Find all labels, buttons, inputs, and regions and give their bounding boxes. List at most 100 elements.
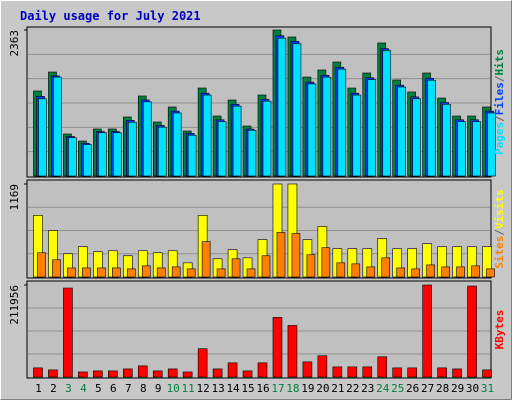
chart-title: Daily usage for July 2021: [20, 9, 201, 23]
bar: [442, 104, 451, 177]
x-tick-label: 28: [436, 382, 449, 395]
bar: [156, 267, 166, 278]
x-tick-label: 18: [286, 382, 299, 395]
x-tick-label: 26: [406, 382, 419, 395]
y-tick-label: 1169: [8, 184, 21, 211]
bar: [472, 121, 481, 177]
bar: [482, 369, 492, 378]
panel: [26, 280, 492, 379]
bar: [302, 361, 313, 378]
bar: [37, 252, 46, 278]
bar: [98, 132, 107, 177]
bar: [467, 285, 477, 378]
bar: [33, 367, 43, 378]
bar: [456, 266, 465, 278]
x-tick-label: 16: [256, 382, 269, 395]
bar: [82, 267, 91, 278]
bar: [157, 126, 167, 177]
legend-entry: Sites: [493, 236, 506, 269]
x-tick-label: 3: [65, 382, 72, 395]
bar: [437, 367, 447, 378]
bar: [142, 101, 152, 177]
bar: [227, 362, 238, 378]
bar: [351, 263, 361, 278]
x-tick-label: 13: [211, 382, 224, 395]
x-tick-label: 20: [316, 382, 329, 395]
bar: [427, 79, 436, 177]
bar: [382, 50, 392, 177]
bar: [93, 370, 103, 378]
bar: [392, 367, 403, 378]
bar: [112, 267, 121, 278]
bar: [381, 257, 391, 278]
bar: [261, 255, 271, 278]
bar: [337, 68, 347, 177]
legend-entry: Hits: [493, 49, 506, 76]
bar: [63, 287, 73, 378]
bar: [367, 79, 377, 177]
bar: [108, 370, 118, 378]
x-tick-label: 15: [241, 382, 254, 395]
bar: [152, 370, 163, 378]
bar: [272, 317, 283, 378]
legend: KBytes: [493, 310, 506, 350]
bar: [68, 137, 77, 177]
bar: [291, 233, 301, 278]
bar: [232, 105, 242, 177]
bar: [336, 262, 346, 278]
x-tick-label: 12: [197, 382, 210, 395]
x-tick-label: 31: [481, 382, 494, 395]
bar: [471, 265, 480, 278]
bar: [242, 370, 253, 378]
bar: [171, 266, 181, 278]
bar: [172, 112, 182, 177]
x-tick-label: 1: [35, 382, 42, 395]
bar: [201, 241, 211, 278]
bar: [457, 121, 466, 177]
bar: [113, 132, 122, 177]
x-tick-label: 10: [167, 382, 180, 395]
bar: [487, 112, 496, 177]
bar: [187, 134, 197, 177]
bar: [317, 355, 328, 378]
bar: [167, 368, 178, 378]
y-tick-label: 211956: [8, 285, 21, 325]
legend-entry: Visits: [493, 189, 506, 229]
bar: [397, 86, 407, 177]
bar: [352, 94, 362, 177]
bar: [412, 98, 421, 177]
x-tick-label: 22: [346, 382, 359, 395]
legend: Pages/Files/Hits: [493, 49, 506, 155]
legend-separator: /: [493, 75, 506, 82]
bar: [67, 267, 76, 278]
bar: [452, 368, 462, 378]
bar: [407, 367, 417, 378]
bar: [292, 43, 302, 177]
x-tick-label: 6: [110, 382, 117, 395]
x-tick-label: 24: [376, 382, 390, 395]
bar: [78, 371, 88, 378]
bar: [306, 254, 316, 278]
bar: [377, 356, 388, 378]
x-tick-label: 7: [125, 382, 132, 395]
x-tick-label: 11: [182, 382, 195, 395]
x-tick-label: 30: [466, 382, 479, 395]
x-tick-label: 23: [361, 382, 374, 395]
bar: [322, 76, 332, 177]
bar: [422, 284, 432, 378]
bar: [38, 98, 47, 177]
bar: [141, 265, 151, 278]
x-tick-label: 21: [331, 382, 344, 395]
legend-separator: /: [493, 115, 506, 122]
legend-entry: KBytes: [493, 310, 506, 350]
legend-separator: /: [493, 229, 506, 236]
bar: [197, 348, 208, 378]
bar: [426, 264, 435, 278]
bar: [246, 268, 256, 278]
bar: [137, 365, 148, 378]
bar: [366, 266, 376, 278]
x-tick-label: 8: [140, 382, 147, 395]
bar: [216, 268, 226, 278]
legend-entry: Pages: [493, 122, 506, 155]
bar: [362, 366, 373, 378]
